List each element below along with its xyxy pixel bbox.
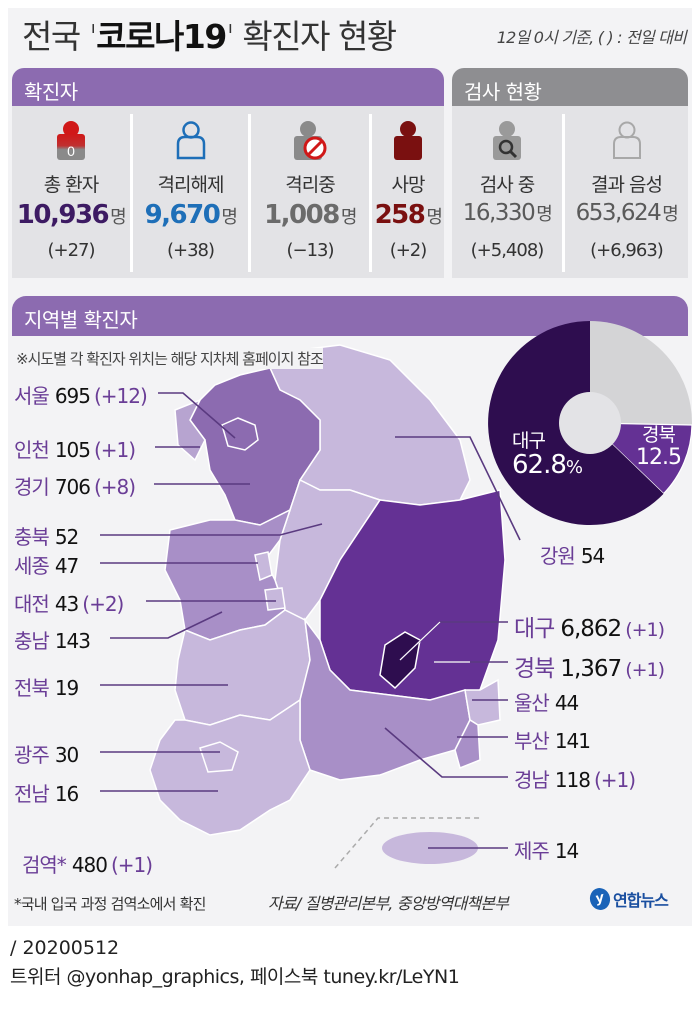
test-section-header: 검사 현황 [452, 68, 688, 106]
region-gwangju [199, 741, 239, 773]
region-label-gyeongnam: 경남 118 (+1) [514, 768, 636, 792]
stat-deaths: 사망 258 명 (+2) [372, 106, 444, 278]
pie-chart [488, 321, 693, 525]
region-seoul [221, 417, 259, 451]
region-busan [454, 718, 481, 770]
korea-map [100, 344, 521, 869]
death-icon [394, 121, 422, 160]
divider [248, 114, 251, 272]
source-text: 자료/ 질병관리본부, 중앙방역대책본부 [268, 894, 509, 913]
region-label-jeonnam: 전남 16 [14, 782, 79, 806]
region-label-daejeon: 대전 43 (+2) [14, 592, 124, 616]
divider [562, 114, 565, 272]
divider [130, 114, 133, 272]
region-label-daegu: 대구 6,862 (+1) [514, 616, 665, 642]
region-label-gyeonggi: 경기 706 (+8) [14, 475, 136, 499]
region-incheon [174, 398, 206, 462]
isolated-icon [294, 121, 327, 160]
region-section-header: 지역별 확진자 [12, 296, 688, 336]
stat-testing: 검사 중 16,330 명 (+5,408) [452, 106, 562, 278]
region-sejong [254, 551, 273, 582]
region-label-gangwon: 강원 54 [540, 544, 605, 568]
basis-note: 12일 0시 기준, ( ) : 전일 대비 [496, 28, 687, 47]
region-label-sejong: 세종 47 [14, 554, 79, 578]
yonhap-logo: y 연합뉴스 [587, 885, 669, 913]
pie-slice-gyeongbuk [588, 422, 693, 495]
region-label-chungbuk: 충북 52 [14, 525, 79, 549]
region-label-gyeongbuk: 경북 1,367 (+1) [514, 656, 665, 682]
region-label-jeonbuk: 전북 19 [14, 676, 79, 700]
yonhap-logo-icon: y [587, 885, 613, 913]
region-daejeon [264, 587, 286, 611]
confirmed-stats: 0 총 환자 10,936 명 (+27) 격리해제 9,670 명 (+38) 격… [12, 106, 444, 278]
page-title: 전국 '코로나19' 확진자 현황 [22, 17, 397, 56]
region-label-jeju: 제주 14 [514, 839, 579, 863]
region-label-incheon: 인천 105 (+1) [14, 438, 136, 462]
footnote: *국내 입국 과정 검역소에서 확진 [14, 895, 206, 913]
region-note: ※시도별 각 확진자 위치는 해당 지차체 홈페이지 참조 [16, 348, 324, 369]
patient-icon: 0 [57, 121, 85, 160]
region-label-busan: 부산 141 [514, 729, 591, 753]
released-icon [176, 121, 205, 160]
pie-slice-others [590, 321, 692, 425]
stat-released: 격리해제 9,670 명 (+38) [133, 106, 248, 278]
stat-isolated: 격리중 1,008 명 (−13) [251, 106, 369, 278]
svg-text:0: 0 [67, 143, 75, 159]
region-label-ulsan: 울산 44 [514, 691, 579, 715]
pie-label-daegu: 대구 62.8% [512, 430, 583, 480]
social-credit: 트위터 @yonhap_graphics, 페이스북 tuney.kr/LeYN… [10, 966, 460, 988]
region-label-gwangju: 광주 30 [14, 743, 79, 767]
region-label-seoul: 서울 695 (+12) [14, 384, 148, 408]
pie-label-gyeongbuk: 경북 12.5 [636, 424, 682, 470]
stat-total: 0 총 환자 10,936 명 (+27) [12, 106, 130, 278]
test-stats: 검사 중 16,330 명 (+5,408) 결과 음성 653,624 명 (+6… [452, 106, 688, 278]
date-credit: / 20200512 [10, 937, 120, 959]
stat-negative: 결과 음성 653,624 명 (+6,963) [565, 106, 688, 278]
negative-icon [612, 121, 641, 159]
region-label-quarantine: 검역* 480 (+1) [22, 853, 153, 877]
region-label-chungnam: 충남 143 [14, 629, 91, 653]
divider [369, 114, 372, 272]
confirmed-section-header: 확진자 [12, 68, 444, 106]
testing-icon [493, 121, 521, 160]
